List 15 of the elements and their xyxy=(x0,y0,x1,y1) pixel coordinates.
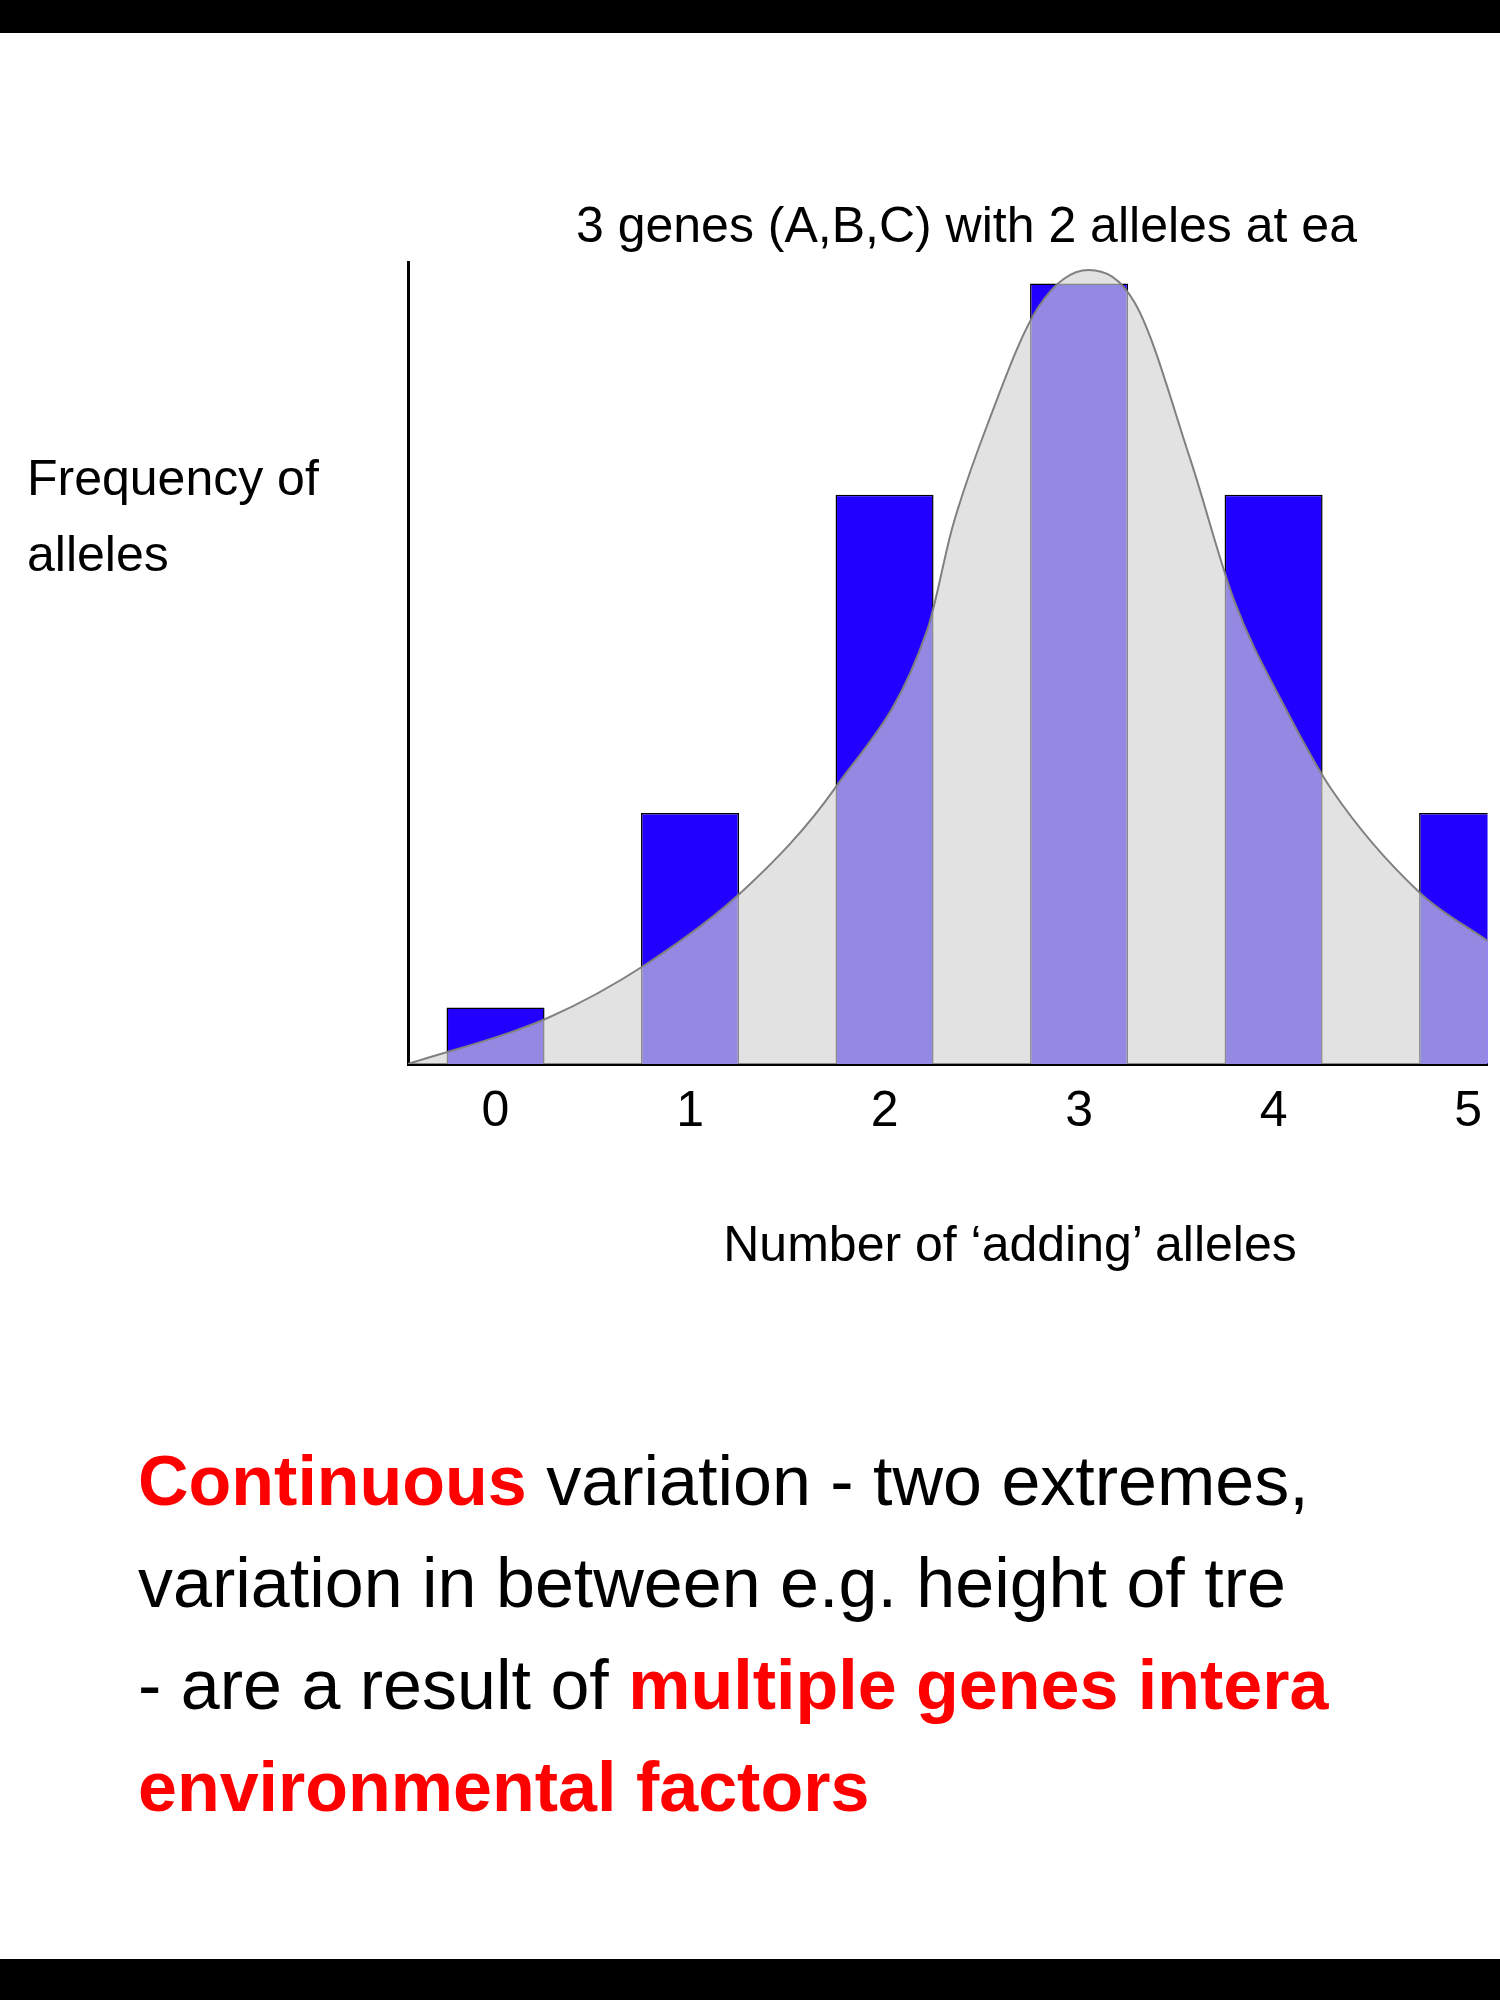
x-tick-label: 5 xyxy=(1454,1080,1482,1137)
x-tick-label: 2 xyxy=(870,1080,899,1137)
x-tick-label: 4 xyxy=(1259,1080,1288,1137)
text: Continuous xyxy=(138,1442,527,1520)
text: variation - two extremes, xyxy=(546,1442,1309,1520)
text: variation in between e.g. height of tre xyxy=(138,1544,1286,1622)
x-tick-label: 0 xyxy=(481,1080,510,1137)
text: - are a result of xyxy=(138,1646,609,1724)
y-axis-title: Frequency of alleles xyxy=(27,449,320,584)
x-axis-title: Number of ‘adding’ alleles xyxy=(722,1215,1298,1273)
x-tick-label: 3 xyxy=(1065,1080,1093,1137)
text: multiple genes intera xyxy=(628,1646,1329,1724)
x-tick-label: 1 xyxy=(676,1080,704,1137)
chart-title: 3 genes (A,B,C) with 2 alleles at ea xyxy=(576,196,1357,254)
text: environmental factors xyxy=(138,1748,870,1826)
